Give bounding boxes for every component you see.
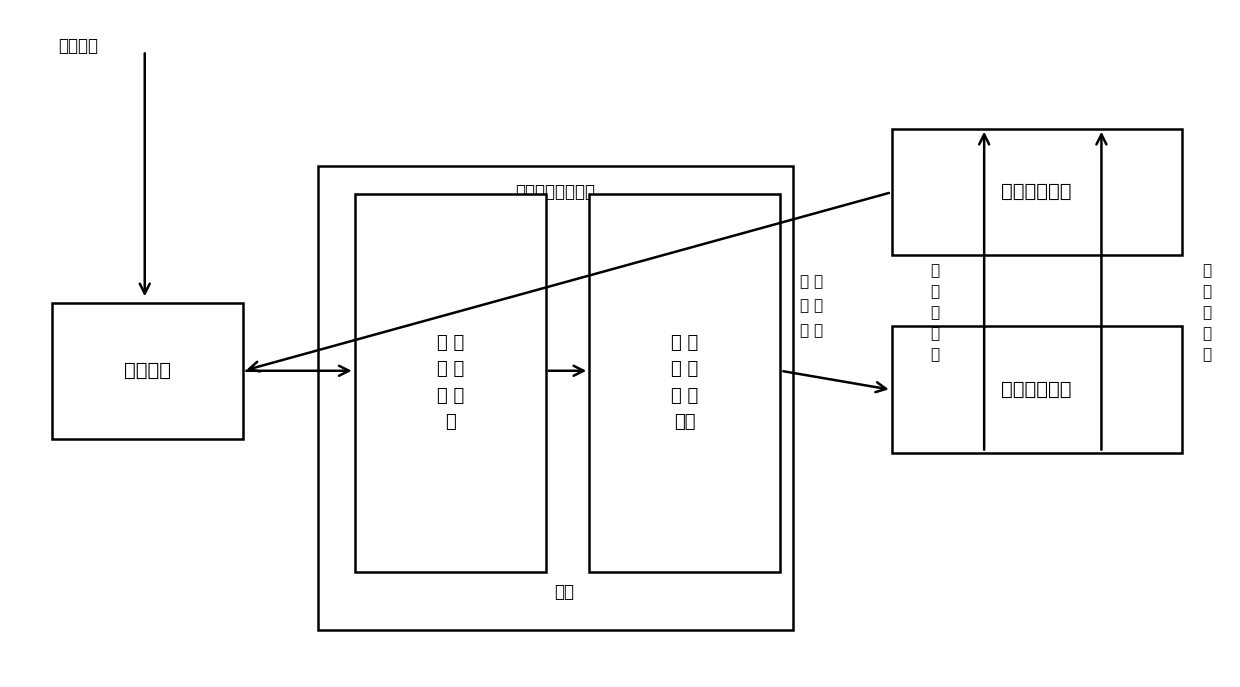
Text: 环境信息: 环境信息 [58,37,98,55]
Text: 行为控制单元: 行为控制单元 [1002,380,1071,399]
Bar [317,166,792,630]
Text: 刺激程度评价单元: 刺激程度评价单元 [515,183,595,201]
Bar [52,302,243,439]
Text: 动作: 动作 [554,583,574,601]
Text: 环 境
数 据
库 模
块: 环 境 数 据 库 模 块 [436,334,464,431]
Bar [892,326,1182,453]
Text: 驱
动
式
指
令: 驱 动 式 指 令 [1202,263,1211,362]
Bar [892,129,1182,255]
Bar [355,194,546,572]
Text: 反
应
式
指
令: 反 应 式 指 令 [930,263,940,362]
Text: 动作执行单元: 动作执行单元 [1002,182,1071,201]
Text: 感知单元: 感知单元 [124,361,171,381]
Bar [589,194,780,572]
Text: 行 为
控 制
指 令: 行 为 控 制 指 令 [800,274,823,338]
Text: 外 界
刺 激
评 价
模块: 外 界 刺 激 评 价 模块 [671,334,698,431]
